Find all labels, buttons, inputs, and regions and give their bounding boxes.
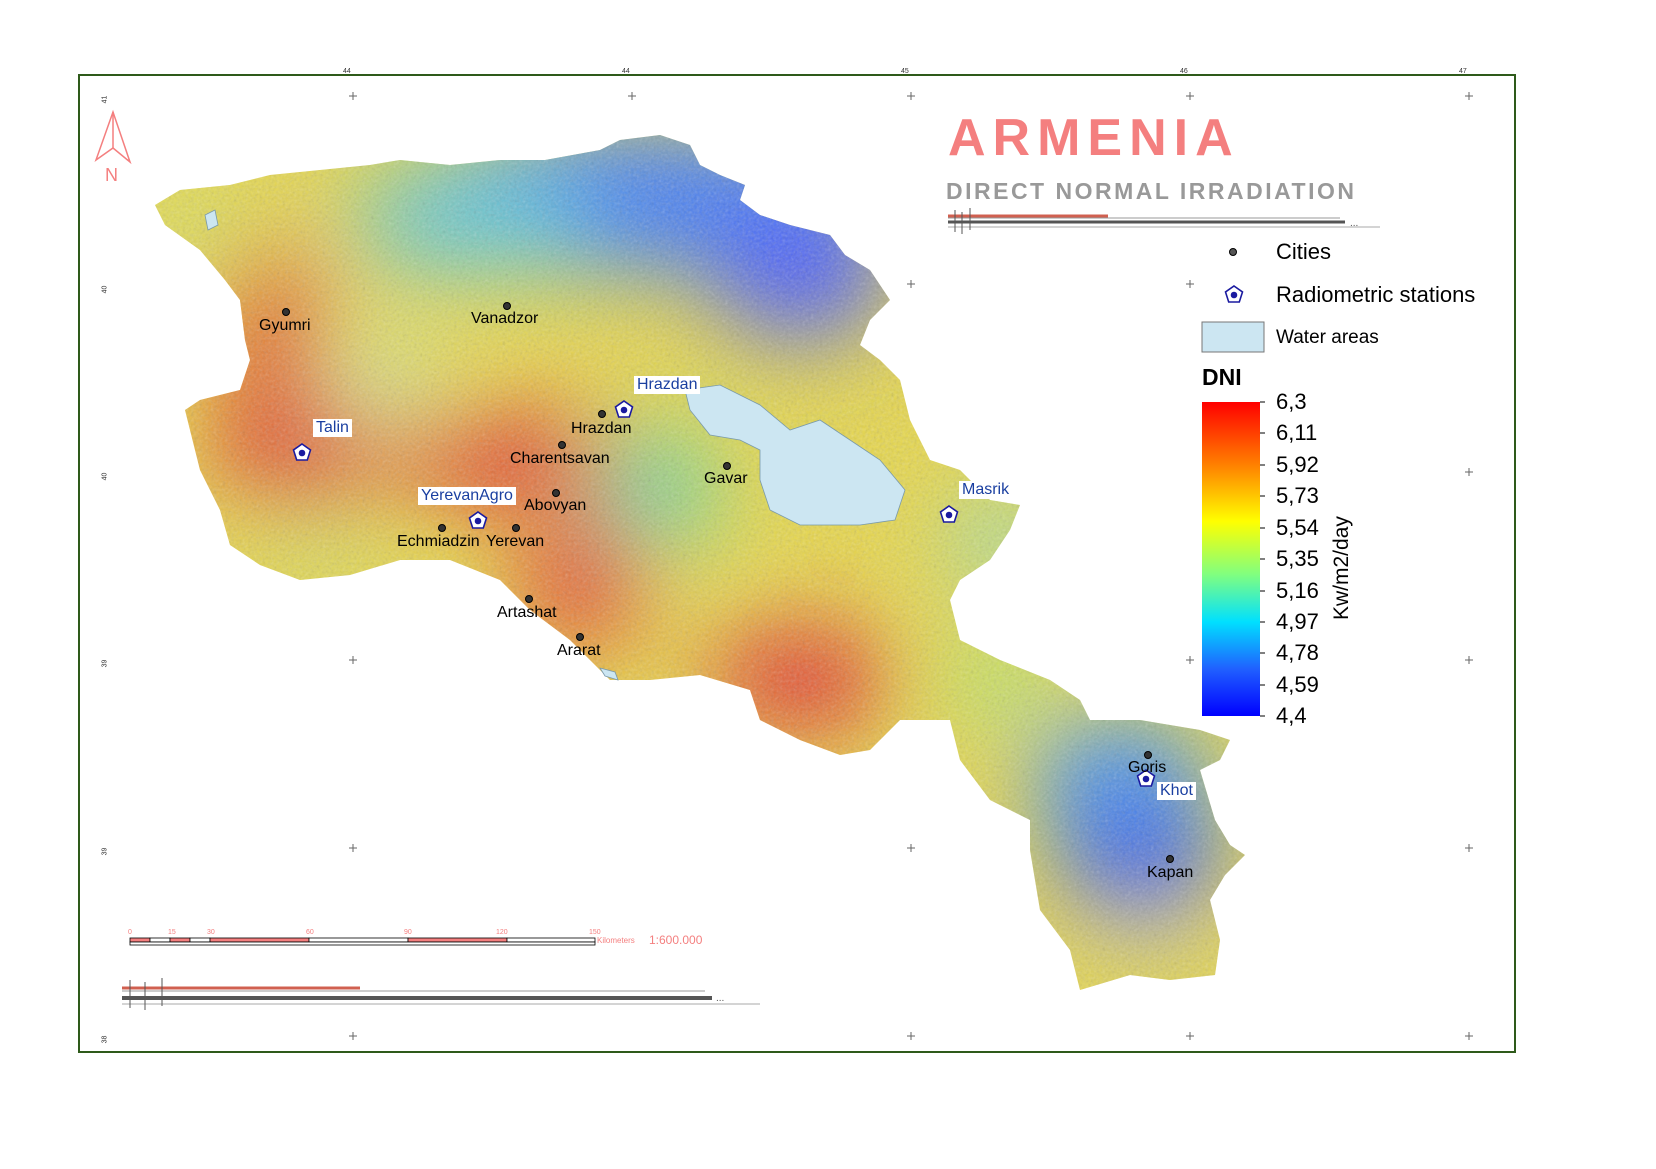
graticule-label: 39: [101, 659, 109, 668]
scale-ratio: 1:600.000: [649, 933, 703, 947]
city-label: Yerevan: [486, 533, 545, 550]
map-title: ARMENIA: [948, 109, 1240, 167]
svg-text:...: ...: [716, 993, 724, 1004]
station-label: Khot: [1157, 782, 1196, 800]
dni-raster: [155, 135, 1245, 990]
pentagon-station-icon[interactable]: [939, 505, 959, 523]
colorbar-tick: 5,54: [1276, 515, 1319, 540]
graticule-label: 41: [101, 95, 109, 104]
pentagon-station-icon: [1224, 285, 1244, 303]
graticule-label: 44: [622, 68, 630, 75]
pentagon-station-icon[interactable]: [1136, 769, 1156, 787]
colorbar-tick: 4,97: [1276, 609, 1319, 634]
colorbar-tick: 6,11: [1276, 420, 1318, 445]
scale-tick: 0: [128, 929, 132, 936]
station-points: [292, 400, 1156, 787]
city-label: Goris: [1128, 759, 1167, 776]
scale-bar: [129, 937, 596, 946]
colorbar-ticks: [1260, 401, 1265, 717]
colorbar-unit: Kw/m2/day: [1330, 516, 1353, 620]
city-label: Hrazdan: [571, 420, 632, 437]
map-frame: [78, 74, 1516, 1053]
legend-cities: Cities: [1276, 239, 1332, 264]
city-dot-icon[interactable]: [503, 302, 511, 310]
scale-tick: 120: [496, 929, 508, 936]
station-label: Hrazdan: [634, 376, 701, 394]
graticule-label: 47: [1459, 68, 1467, 75]
graticule-label: 40: [101, 472, 109, 481]
city-dot-icon[interactable]: [576, 633, 584, 641]
colorbar-tick: 5,16: [1276, 578, 1319, 603]
water-swatch: [1201, 321, 1265, 353]
colorbar-tick: 5,73: [1276, 483, 1319, 508]
city-dot-icon: [1229, 248, 1237, 256]
north-label: N: [105, 165, 118, 185]
scale-unit: Kilometers: [597, 936, 635, 945]
lake-sevan: [684, 384, 906, 526]
north-arrow-icon: [94, 109, 132, 165]
svg-text:...: ...: [1350, 218, 1358, 229]
pentagon-station-icon[interactable]: [468, 511, 488, 529]
city-dot-icon[interactable]: [723, 462, 731, 470]
colorbar-tick: 4,78: [1276, 640, 1319, 665]
city-label: Charentsavan: [510, 450, 610, 467]
reservoir: [599, 667, 619, 681]
city-label: Gavar: [704, 470, 748, 487]
colorbar-title: DNI: [1202, 364, 1242, 390]
colorbar-tick: 6,3: [1276, 389, 1307, 414]
city-dot-icon[interactable]: [558, 441, 566, 449]
graticule-label: 38: [101, 1035, 109, 1044]
colorbar-tick: 5,35: [1276, 546, 1319, 571]
city-dot-icon[interactable]: [512, 524, 520, 532]
city-label: Vanadzor: [471, 310, 539, 327]
city-label: Artashat: [497, 604, 557, 621]
dni-colorbar: [1202, 402, 1260, 716]
pentagon-station-icon[interactable]: [292, 443, 312, 461]
station-label: Talin: [313, 419, 352, 437]
scale-tick: 90: [404, 929, 412, 936]
colorbar-tick: 4,59: [1276, 672, 1319, 697]
station-label: Masrik: [959, 481, 1013, 499]
colorbar-tick: 4,4: [1276, 703, 1307, 728]
station-label: YerevanAgro: [418, 487, 516, 505]
city-dot-icon[interactable]: [598, 410, 606, 418]
map-subtitle: DIRECT NORMAL IRRADIATION: [946, 178, 1357, 204]
graticule-label: 45: [901, 68, 909, 75]
scale-tick: 15: [168, 929, 176, 936]
city-label: Kapan: [1147, 864, 1194, 881]
city-label: Abovyan: [524, 497, 587, 514]
graticule-label: 40: [101, 285, 109, 294]
pentagon-station-icon[interactable]: [614, 400, 634, 418]
city-dot-icon[interactable]: [552, 489, 560, 497]
city-dot-icon[interactable]: [525, 595, 533, 603]
city-label: Echmiadzin: [397, 533, 480, 550]
lake-arpi: [204, 209, 219, 231]
graticule-label: 44: [343, 68, 351, 75]
colorbar-tick: 5,92: [1276, 452, 1319, 477]
city-dot-icon[interactable]: [1144, 751, 1152, 759]
scale-tick: 60: [306, 929, 314, 936]
city-dot-icon[interactable]: [438, 524, 446, 532]
city-label: Ararat: [557, 642, 601, 659]
city-points: [282, 302, 1174, 863]
graticule-label: 46: [1180, 68, 1188, 75]
legend-water: Water areas: [1276, 327, 1379, 348]
title-decoration: ...: [948, 208, 1380, 234]
city-dot-icon[interactable]: [282, 308, 290, 316]
city-dot-icon[interactable]: [1166, 855, 1174, 863]
city-label: Gyumri: [259, 317, 311, 334]
graticule-label: 39: [101, 847, 109, 856]
legend-stations: Radiometric stations: [1276, 282, 1476, 307]
scale-decoration: ...: [122, 978, 760, 1010]
scale-tick: 150: [589, 929, 601, 936]
scale-tick: 30: [207, 929, 215, 936]
